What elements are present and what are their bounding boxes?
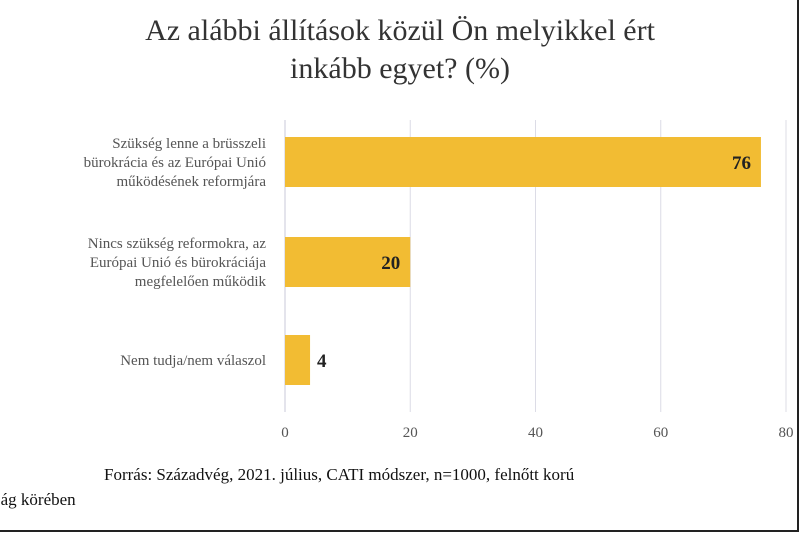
x-tick-label-0: 0 (281, 425, 289, 441)
category-label-3-line-1: Nem tudja/nem válaszol (120, 353, 266, 369)
chart-title-line-2: inkább egyet? (%) (290, 52, 510, 85)
bar-1 (285, 137, 761, 187)
source-line-2: ság körében (0, 490, 76, 509)
source-line-1: Forrás: Századvég, 2021. július, CATI mó… (104, 465, 575, 484)
chart-title-line-1: Az alábbi állítások közül Ön melyikkel é… (145, 14, 655, 47)
bar-2 (285, 237, 411, 287)
x-tick-label-60: 60 (653, 425, 668, 441)
category-label-1-line-2: bürokrácia és az Európai Unió (84, 155, 266, 171)
category-label-1-line-1: Szükség lenne a brüsszeli (112, 136, 266, 152)
category-label-1-line-3: működésének reformjára (116, 174, 266, 190)
chart-title: Az alábbi állítások közül Ön melyikkel é… (0, 12, 800, 88)
category-label-2-line-2: Európai Unió és bürokráciája (90, 255, 267, 271)
value-label-1: 76 (732, 153, 751, 174)
x-tick-label-40: 40 (528, 425, 543, 441)
value-label-2: 20 (381, 253, 400, 274)
category-label-2-line-1: Nincs szükség reformokra, az (88, 236, 267, 252)
x-tick-label-80: 80 (779, 425, 794, 441)
value-label-3: 4 (317, 351, 327, 372)
category-label-2-line-3: megfelelően működik (135, 274, 267, 290)
bar-3 (285, 335, 311, 385)
x-tick-label-20: 20 (403, 425, 418, 441)
